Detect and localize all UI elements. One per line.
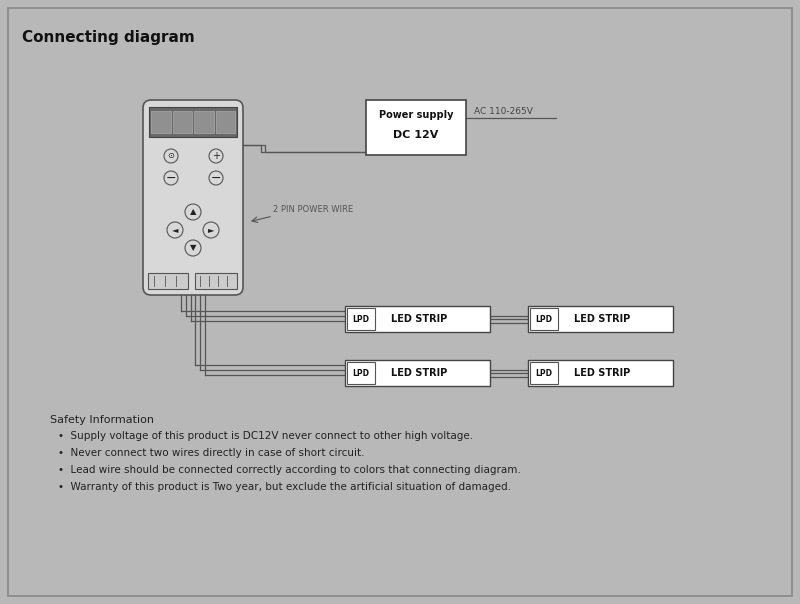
Text: Connecting diagram: Connecting diagram (22, 30, 194, 45)
Text: LED STRIP: LED STRIP (391, 368, 447, 378)
Bar (148, 273, 188, 289)
Text: −: − (210, 172, 222, 184)
Bar (347, 362, 375, 384)
Bar (345, 360, 490, 386)
Text: +: + (212, 151, 220, 161)
Bar (347, 308, 375, 330)
Circle shape (164, 149, 178, 163)
FancyBboxPatch shape (143, 100, 243, 295)
Text: LED STRIP: LED STRIP (574, 368, 630, 378)
Circle shape (209, 171, 223, 185)
Circle shape (167, 222, 183, 238)
Text: LPD: LPD (535, 368, 553, 378)
Bar (195, 273, 237, 289)
Text: DC 12V: DC 12V (394, 130, 438, 140)
Text: LPD: LPD (353, 315, 370, 324)
Text: LPD: LPD (353, 368, 370, 378)
Text: •  Supply voltage of this product is DC12V never connect to other high voltage.: • Supply voltage of this product is DC12… (58, 431, 473, 441)
Circle shape (164, 171, 178, 185)
Bar (215, 111, 235, 133)
Bar (530, 308, 558, 330)
Text: ▲: ▲ (190, 208, 196, 216)
Text: •  Lead wire should be connected correctly according to colors that connecting d: • Lead wire should be connected correctl… (58, 465, 521, 475)
Text: LED STRIP: LED STRIP (574, 314, 630, 324)
Text: LED STRIP: LED STRIP (391, 314, 447, 324)
Text: LPD: LPD (535, 315, 553, 324)
Bar (151, 111, 170, 133)
Text: ◄: ◄ (172, 225, 178, 234)
Bar (194, 111, 214, 133)
Bar (173, 111, 192, 133)
Circle shape (203, 222, 219, 238)
Text: ►: ► (208, 225, 214, 234)
Circle shape (185, 204, 201, 220)
Bar (366, 100, 466, 155)
Bar (528, 360, 673, 386)
Bar (345, 306, 490, 332)
Circle shape (209, 149, 223, 163)
Text: 2 PIN POWER WIRE: 2 PIN POWER WIRE (273, 205, 353, 214)
Bar (149, 107, 237, 137)
Bar (530, 362, 558, 384)
Text: −: − (166, 172, 176, 184)
Text: Power supply: Power supply (378, 110, 454, 120)
Text: •  Warranty of this product is Two year, but exclude the artificial situation of: • Warranty of this product is Two year, … (58, 482, 511, 492)
Text: AC 110-265V: AC 110-265V (474, 107, 533, 116)
Text: ⊙: ⊙ (167, 152, 174, 161)
Bar (528, 306, 673, 332)
Text: ▼: ▼ (190, 243, 196, 252)
Text: •  Never connect two wires directly in case of short circuit.: • Never connect two wires directly in ca… (58, 448, 365, 458)
Circle shape (185, 240, 201, 256)
Text: Safety Information: Safety Information (50, 415, 154, 425)
